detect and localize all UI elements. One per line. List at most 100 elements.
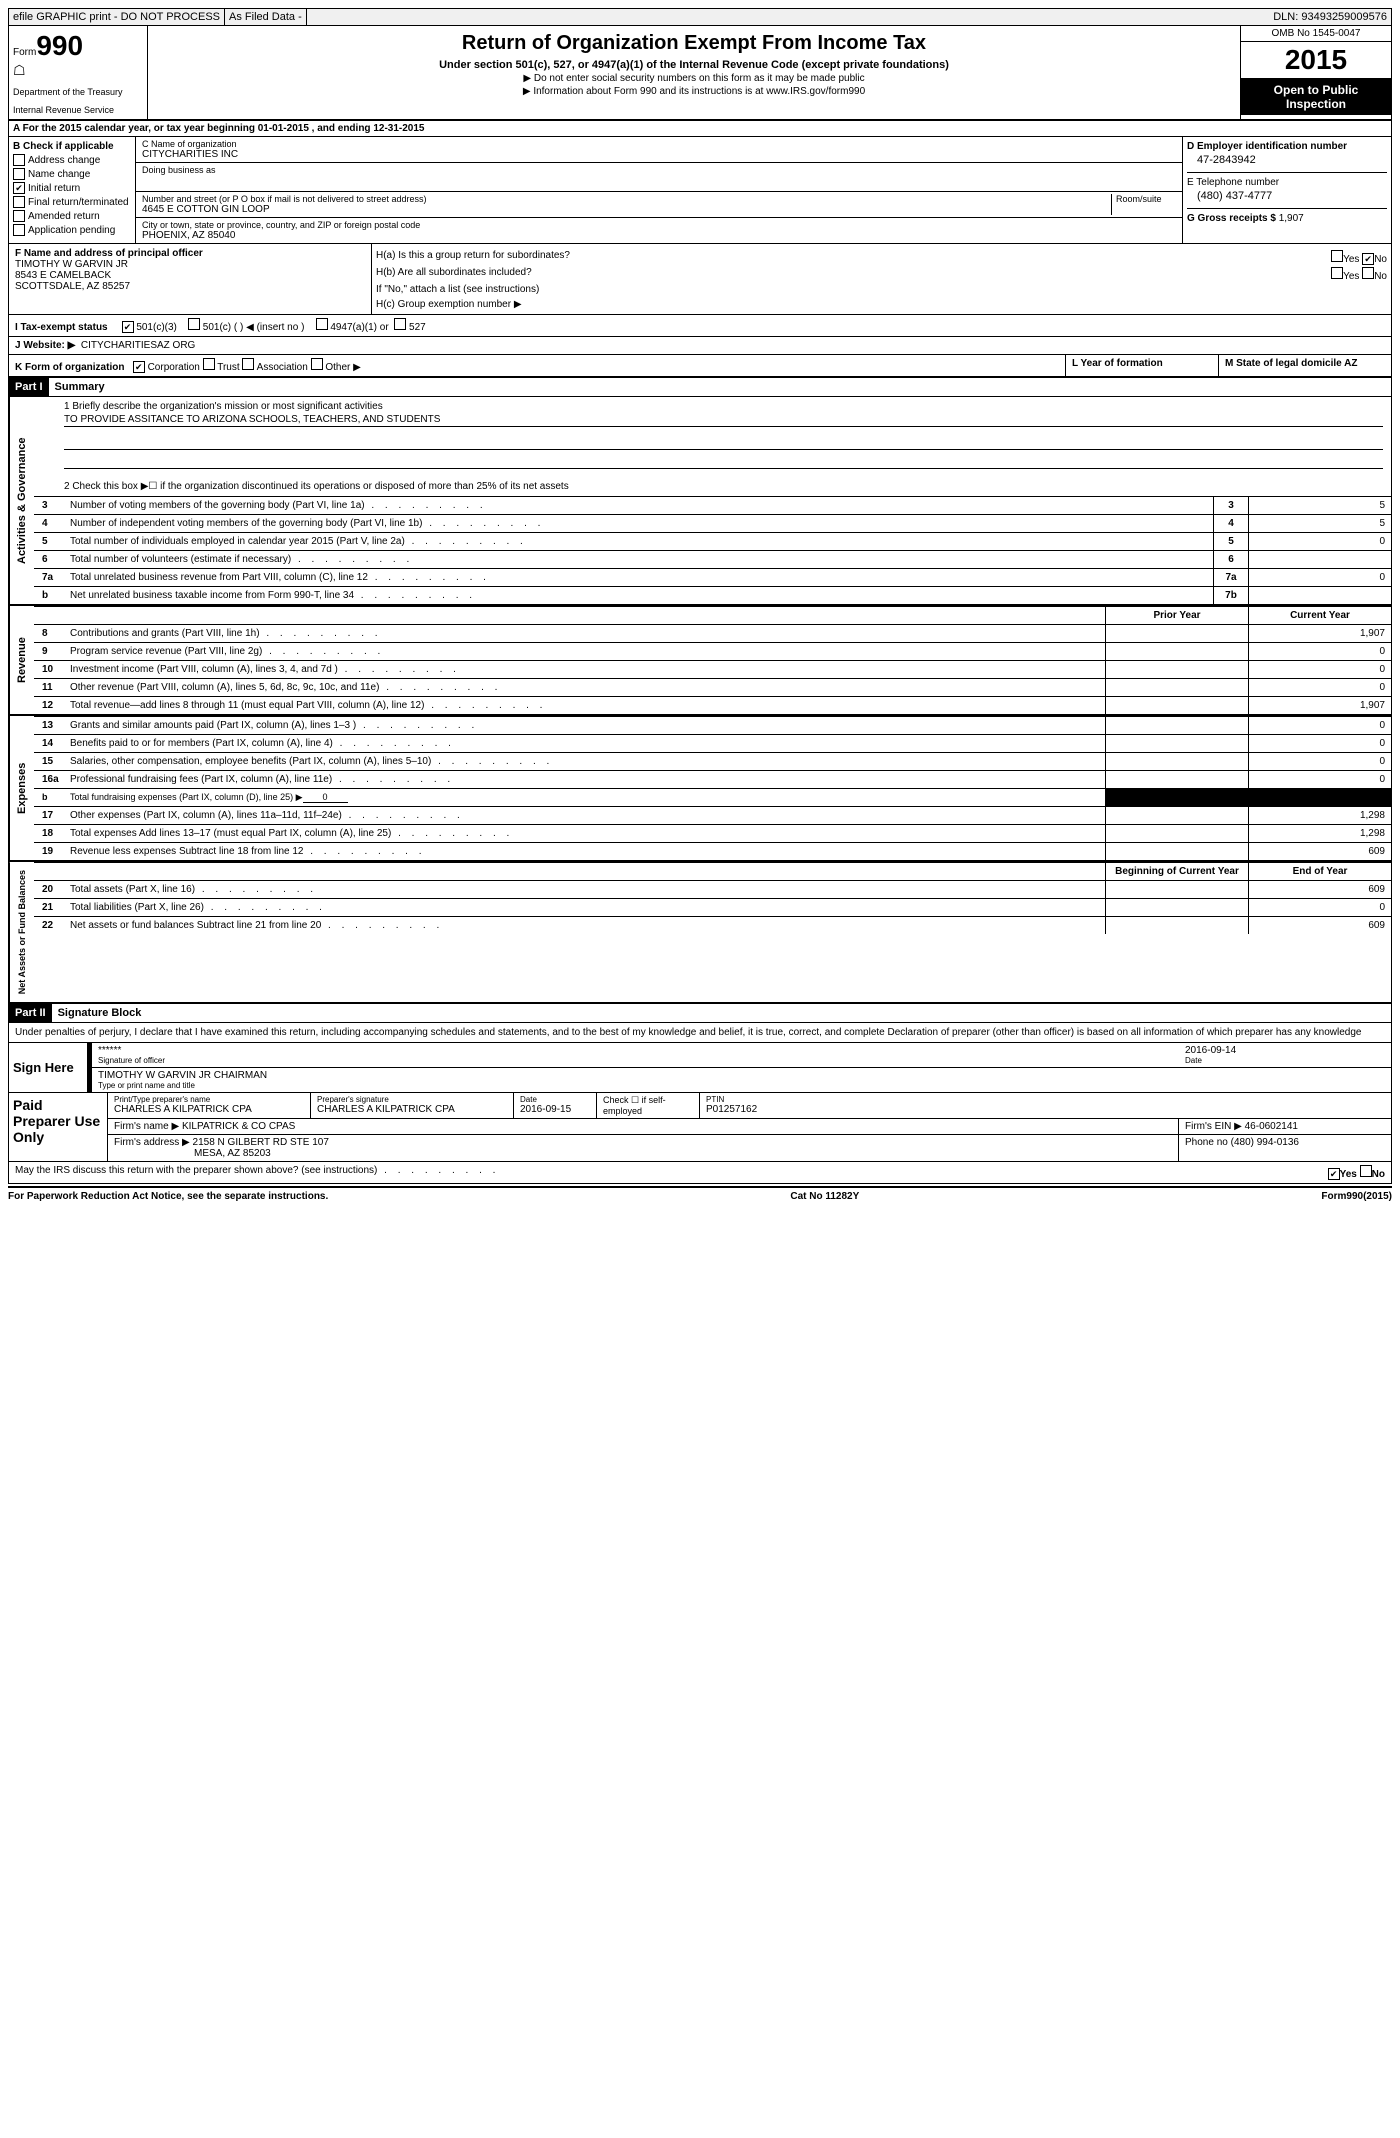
row-a-period: A For the 2015 calendar year, or tax yea… (9, 121, 1391, 137)
firm-phone: (480) 994-0136 (1231, 1137, 1299, 1148)
c-city-label: City or town, state or province, country… (142, 220, 1176, 230)
d-gross-label: G Gross receipts $ (1187, 213, 1276, 224)
firm-addr2: MESA, AZ 85203 (114, 1148, 1172, 1159)
c-street-label: Number and street (or P O box if mail is… (142, 194, 1111, 204)
c-name-label: C Name of organization (142, 139, 1176, 149)
checkbox-icon[interactable] (13, 154, 25, 166)
line1-label: 1 Briefly describe the organization's mi… (64, 401, 1383, 412)
ein: 47-2843942 (1187, 154, 1387, 166)
c-room-label: Room/suite (1116, 194, 1176, 204)
gov-row: 4Number of independent voting members of… (34, 514, 1391, 532)
checkbox-icon[interactable]: ✔ (122, 321, 134, 333)
state-domicile: M State of legal domicile AZ (1225, 358, 1357, 369)
sidelabel-expenses: Expenses (9, 716, 34, 860)
paid-preparer-label: Paid Preparer Use Only (9, 1093, 107, 1161)
cb-label: Address change (28, 155, 100, 166)
sign-here-label: Sign Here (9, 1043, 87, 1092)
d-ein-label: D Employer identification number (1187, 141, 1387, 152)
checkbox-icon[interactable] (1362, 267, 1374, 279)
sidelabel-revenue: Revenue (9, 606, 34, 714)
mission-text: TO PROVIDE ASSITANCE TO ARIZONA SCHOOLS,… (64, 414, 1383, 427)
year-formation-label: L Year of formation (1072, 358, 1163, 369)
footer-right: Form990(2015) (1321, 1191, 1392, 1202)
paid-preparer-block: Paid Preparer Use Only Print/Type prepar… (9, 1092, 1391, 1161)
checkbox-icon[interactable]: ✔ (133, 361, 145, 373)
expenses-section: Expenses 13Grants and similar amounts pa… (9, 716, 1391, 862)
part1-title: Summary (49, 378, 111, 396)
prep-sig: CHARLES A KILPATRICK CPA (317, 1104, 507, 1115)
part2-title: Signature Block (52, 1004, 148, 1022)
checkbox-icon[interactable]: ✔ (13, 182, 25, 194)
firm-ein: 46-0602141 (1245, 1121, 1298, 1132)
sig-date-label: Date (1185, 1056, 1385, 1065)
sig-name: TIMOTHY W GARVIN JR CHAIRMAN (98, 1070, 1385, 1081)
checkbox-icon[interactable] (188, 318, 200, 330)
d-tel-label: E Telephone number (1187, 177, 1387, 188)
cb-label: Name change (28, 169, 90, 180)
col-begin: Beginning of Current Year (1105, 863, 1248, 880)
part1-header: Part I (9, 378, 49, 396)
data-row: 20Total assets (Part X, line 16) 609 (34, 880, 1391, 898)
gross-receipts: 1,907 (1279, 213, 1304, 224)
checkbox-icon[interactable]: ✔ (1362, 253, 1374, 265)
form-note2: ▶ Information about Form 990 and its ins… (154, 86, 1234, 97)
checkbox-icon[interactable] (13, 168, 25, 180)
form-subtitle: Under section 501(c), 527, or 4947(a)(1)… (154, 59, 1234, 71)
netassets-section: Net Assets or Fund Balances Beginning of… (9, 862, 1391, 1004)
activities-governance-section: Activities & Governance 1 Briefly descri… (9, 397, 1391, 606)
checkbox-icon[interactable] (1360, 1165, 1372, 1177)
asfiled-label: As Filed Data - (225, 9, 307, 25)
perjury-text: Under penalties of perjury, I declare th… (9, 1023, 1391, 1042)
page-footer: For Paperwork Reduction Act Notice, see … (8, 1186, 1392, 1205)
sidelabel-netassets: Net Assets or Fund Balances (9, 862, 34, 1002)
checkbox-icon[interactable] (316, 318, 328, 330)
sig-name-label: Type or print name and title (98, 1081, 1385, 1090)
checkbox-icon[interactable] (242, 358, 254, 370)
checkbox-icon[interactable] (1331, 267, 1343, 279)
checkbox-icon[interactable] (13, 224, 25, 236)
efile-label: efile GRAPHIC print - DO NOT PROCESS (9, 9, 225, 25)
org-name: CITYCHARITIES INC (142, 149, 1176, 160)
col-prior: Prior Year (1105, 607, 1248, 624)
cb-label: Application pending (28, 225, 115, 236)
checkbox-icon[interactable] (203, 358, 215, 370)
form-note1: ▶ Do not enter social security numbers o… (154, 73, 1234, 84)
footer-left: For Paperwork Reduction Act Notice, see … (8, 1191, 328, 1202)
data-row: 15Salaries, other compensation, employee… (34, 752, 1391, 770)
gov-row: 5Total number of individuals employed in… (34, 532, 1391, 550)
data-row: 14Benefits paid to or for members (Part … (34, 734, 1391, 752)
black-cell (1105, 789, 1248, 806)
prep-date: 2016-09-15 (520, 1104, 590, 1115)
cb-label: Initial return (28, 183, 80, 194)
revenue-section: Revenue Prior Year Current Year 8Contrib… (9, 606, 1391, 716)
checkbox-icon[interactable] (311, 358, 323, 370)
firm-addr: 2158 N GILBERT RD STE 107 (193, 1137, 329, 1148)
gov-row: bNet unrelated business taxable income f… (34, 586, 1391, 604)
data-row: 10Investment income (Part VIII, column (… (34, 660, 1391, 678)
section-d: D Employer identification number 47-2843… (1183, 137, 1391, 243)
ha-label: H(a) Is this a group return for subordin… (376, 250, 570, 265)
checkbox-icon[interactable] (1331, 250, 1343, 262)
data-row: 16aProfessional fundraising fees (Part I… (34, 770, 1391, 788)
checkbox-icon[interactable] (13, 210, 25, 222)
checkbox-icon[interactable]: ✔ (1328, 1168, 1340, 1180)
blank-line (64, 435, 1383, 450)
data-row: 18Total expenses Add lines 13–17 (must e… (34, 824, 1391, 842)
col-current: Current Year (1248, 607, 1391, 624)
form-number: 990 (36, 30, 83, 61)
line2-text: 2 Check this box ▶☐ if the organization … (64, 481, 1383, 492)
telephone: (480) 437-4777 (1187, 190, 1387, 202)
blank-line (64, 454, 1383, 469)
sidelabel-governance: Activities & Governance (9, 397, 34, 604)
sig-date: 2016-09-14 (1185, 1045, 1385, 1056)
cb-label: Amended return (28, 211, 100, 222)
checkbox-icon[interactable] (394, 318, 406, 330)
row-i: I Tax-exempt status ✔ 501(c)(3) 501(c) (… (9, 315, 1391, 337)
data-row: 22Net assets or fund balances Subtract l… (34, 916, 1391, 934)
data-row: 12Total revenue—add lines 8 through 11 (… (34, 696, 1391, 714)
checkbox-icon[interactable] (13, 196, 25, 208)
part2-header: Part II (9, 1004, 52, 1022)
form-container: efile GRAPHIC print - DO NOT PROCESS As … (8, 8, 1392, 1184)
gov-row: 6Total number of volunteers (estimate if… (34, 550, 1391, 568)
section-b: B Check if applicable Address change Nam… (9, 137, 136, 243)
